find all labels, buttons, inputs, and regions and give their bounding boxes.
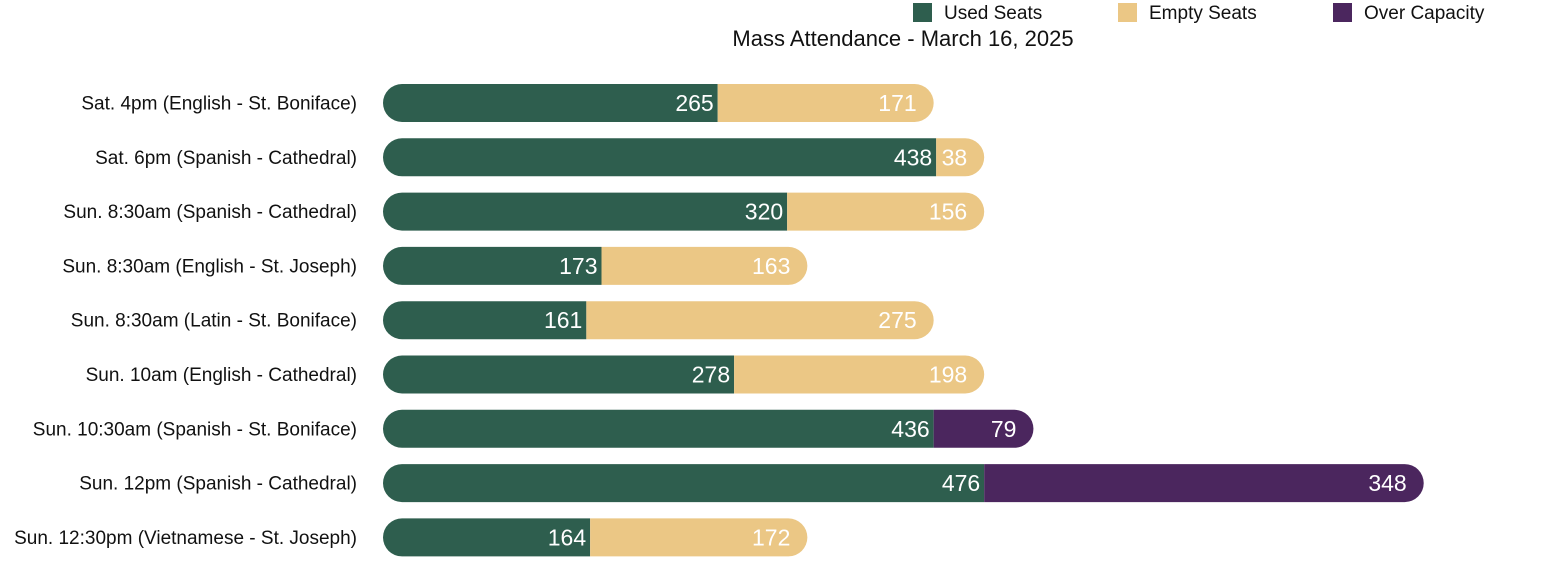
category-label: Sun. 12pm (Spanish - Cathedral)	[79, 474, 357, 495]
legend-label: Empty Seats	[1149, 3, 1257, 24]
legend-item-used-seats: Used Seats	[913, 3, 1042, 24]
value-label-empty-seats: 172	[752, 524, 790, 550]
value-label-used-seats: 438	[894, 144, 932, 170]
legend-label: Used Seats	[944, 3, 1042, 24]
bar-used-seats	[383, 518, 591, 557]
category-label: Sun. 8:30am (Latin - St. Boniface)	[71, 311, 357, 332]
category-label: Sun. 10am (English - Cathedral)	[86, 365, 357, 386]
bar-row-6: 278 198	[383, 355, 985, 394]
bar-empty-seats	[734, 355, 985, 394]
bar-empty-seats	[787, 192, 985, 231]
bar-over-capacity	[933, 409, 1034, 448]
bar-used-seats	[383, 138, 937, 177]
bar-empty-seats	[586, 301, 934, 340]
chart-title: Mass Attendance - March 16, 2025	[732, 26, 1073, 51]
category-label: Sat. 4pm (English - St. Boniface)	[81, 94, 357, 115]
legend-swatch	[1333, 3, 1352, 22]
bar-used-seats	[383, 246, 602, 285]
legend-item-over-capacity: Over Capacity	[1333, 3, 1485, 24]
value-label-empty-seats: 38	[942, 144, 968, 170]
bar-row-3: 320 156	[383, 192, 985, 231]
bar-used-seats	[383, 192, 788, 231]
bar-empty-seats	[717, 84, 934, 122]
value-label-used-seats: 164	[548, 524, 587, 550]
bar-row-5: 161 275	[383, 301, 934, 340]
bars: 265 171 438 38 320 156 173 163 161 275 278 198 436 79…	[383, 84, 1424, 557]
legend-label: Over Capacity	[1364, 3, 1485, 24]
legend-swatch	[913, 3, 932, 22]
value-label-used-seats: 476	[942, 470, 980, 496]
value-label-empty-seats: 198	[929, 362, 967, 388]
value-label-used-seats: 161	[544, 307, 582, 333]
category-labels: Sat. 4pm (English - St. Boniface) Sat. 6p…	[14, 94, 357, 549]
category-label: Sun. 8:30am (Spanish - Cathedral)	[63, 202, 357, 223]
bar-over-capacity	[984, 464, 1424, 503]
category-label: Sun. 12:30pm (Vietnamese - St. Joseph)	[14, 528, 357, 549]
value-label-over-capacity: 348	[1368, 470, 1406, 496]
bar-used-seats	[383, 84, 718, 122]
bar-row-7: 436 79	[383, 409, 1034, 448]
bar-used-seats	[383, 355, 735, 394]
value-label-empty-seats: 156	[929, 199, 967, 225]
value-label-empty-seats: 275	[878, 307, 916, 333]
value-label-empty-seats: 163	[752, 253, 790, 279]
value-label-empty-seats: 171	[878, 90, 916, 116]
category-label: Sun. 8:30am (English - St. Joseph)	[62, 256, 357, 277]
bar-empty-seats	[601, 246, 808, 285]
value-label-used-seats: 173	[559, 253, 597, 279]
bar-used-seats	[383, 409, 934, 448]
bar-row-4: 173 163	[383, 246, 808, 285]
bar-empty-seats	[590, 518, 808, 557]
bar-row-9: 164 172	[383, 518, 808, 557]
value-label-used-seats: 265	[675, 90, 713, 116]
bar-used-seats	[383, 301, 587, 340]
value-label-used-seats: 320	[745, 199, 783, 225]
legend: Used Seats Empty Seats Over Capacity	[913, 3, 1485, 24]
legend-swatch	[1118, 3, 1137, 22]
category-label: Sun. 10:30am (Spanish - St. Boniface)	[33, 419, 357, 440]
bar-row-2: 438 38	[383, 138, 985, 177]
value-label-used-seats: 436	[891, 416, 929, 442]
value-label-over-capacity: 79	[991, 416, 1017, 442]
value-label-used-seats: 278	[692, 362, 730, 388]
bar-empty-seats	[936, 138, 985, 177]
category-label: Sat. 6pm (Spanish - Cathedral)	[95, 148, 357, 169]
bar-used-seats	[383, 464, 985, 503]
legend-item-empty-seats: Empty Seats	[1118, 3, 1257, 24]
bar-row-8: 476 348	[383, 464, 1424, 503]
bar-row-1: 265 171	[383, 84, 934, 122]
